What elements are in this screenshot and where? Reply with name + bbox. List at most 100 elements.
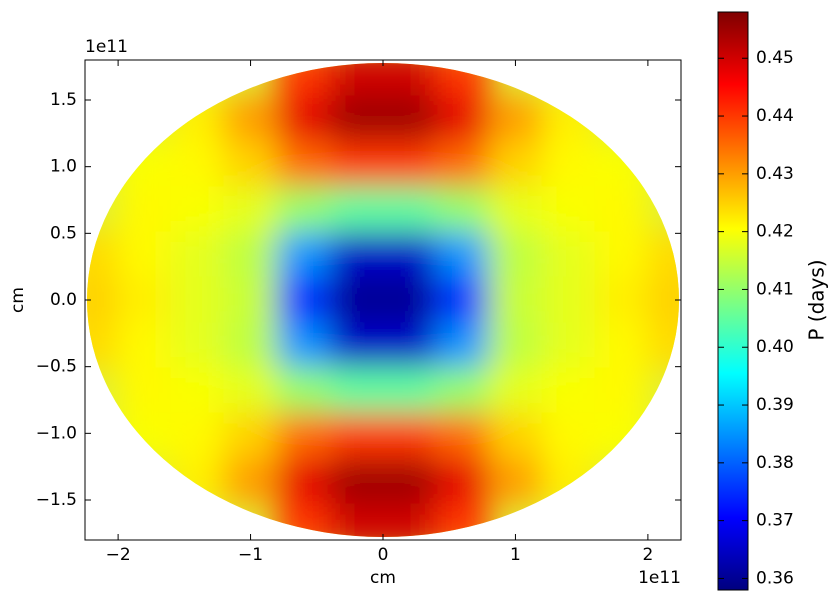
heat-cell (170, 186, 225, 233)
heat-cell (382, 231, 437, 278)
heat-cell (541, 231, 596, 278)
heat-cell (329, 503, 384, 537)
y-axis-label: cm (8, 287, 28, 313)
heat-cell (223, 322, 278, 369)
heat-cell (276, 412, 331, 460)
heat-cell (594, 367, 649, 414)
y-tick-label: 1.5 (50, 90, 77, 110)
y-tick-label: 0.0 (50, 290, 77, 310)
heat-cell (276, 140, 331, 188)
y-tick-label: −0.5 (36, 357, 77, 377)
heat-cell (435, 412, 490, 460)
heat-cell (594, 322, 649, 369)
heat-cell (541, 367, 596, 414)
heat-cell (117, 367, 172, 414)
heat-cell (329, 186, 384, 233)
y-tick-label: −1.5 (36, 490, 77, 510)
heat-cell (276, 63, 331, 97)
heat-cell (170, 412, 225, 460)
heat-cell (117, 412, 172, 460)
colorbar-tick-label: 0.37 (756, 511, 794, 531)
heat-cell (382, 63, 437, 97)
heat-cell (276, 503, 331, 537)
heat-cell (276, 186, 331, 233)
heat-cell (594, 186, 649, 233)
heat-cell (488, 458, 543, 505)
heat-cell (223, 458, 278, 505)
heat-cell (329, 458, 384, 505)
heat-cell (170, 322, 225, 369)
heat-cell (435, 367, 490, 414)
heat-cell (170, 140, 225, 188)
heat-cell (382, 458, 437, 505)
heat-cell (170, 95, 225, 142)
heat-cell (541, 140, 596, 188)
heat-cell (223, 186, 278, 233)
y-tick-label: 1.0 (50, 157, 77, 177)
heat-cell (117, 186, 172, 233)
x-tick-label: −1 (238, 545, 263, 565)
heat-cell (382, 140, 437, 188)
heat-cell (435, 458, 490, 505)
heat-cell (647, 231, 679, 278)
heat-cell (435, 63, 490, 97)
heat-cell (435, 322, 490, 369)
colorbar-tick-label: 0.45 (756, 48, 794, 68)
heat-cell (329, 412, 384, 460)
heat-cell (382, 276, 437, 324)
colorbar-tick-label: 0.44 (756, 106, 794, 126)
heat-cell (382, 322, 437, 369)
y-tick-label: −1.0 (36, 423, 77, 443)
heat-cell (647, 276, 679, 324)
colorbar (717, 11, 749, 591)
colorbar-tick-label: 0.36 (756, 568, 794, 588)
heat-cell (223, 276, 278, 324)
heat-cell (223, 95, 278, 142)
heat-cell (329, 63, 384, 97)
x-tick-label: 2 (642, 545, 653, 565)
heat-cell (541, 412, 596, 460)
heat-cell (170, 276, 225, 324)
heat-cell (435, 503, 490, 537)
heat-cell (541, 276, 596, 324)
x-tick-label: −2 (106, 545, 131, 565)
heat-cell (541, 322, 596, 369)
heat-cell (647, 322, 679, 369)
x-tick-label: 0 (378, 545, 389, 565)
colorbar-label: P (days) (805, 259, 829, 340)
heat-cell (488, 95, 543, 142)
heat-cell (329, 322, 384, 369)
colorbar-tick-label: 0.40 (756, 337, 794, 357)
heat-cell (276, 322, 331, 369)
heat-cell (170, 367, 225, 414)
y-tick-label: 0.5 (50, 223, 77, 243)
heat-cell (488, 276, 543, 324)
heat-cell (541, 458, 596, 505)
field (87, 63, 679, 537)
heat-cell (435, 231, 490, 278)
heat-cell (541, 186, 596, 233)
heat-cell (382, 412, 437, 460)
colorbar-tick-label: 0.43 (756, 164, 794, 184)
heat-cell (435, 276, 490, 324)
heat-cell (276, 231, 331, 278)
heat-cell (435, 186, 490, 233)
heat-cell (170, 231, 225, 278)
heat-cell (117, 276, 172, 324)
colorbar-tick-label: 0.39 (756, 395, 794, 415)
heat-cell (382, 503, 437, 537)
y-offset-label: 1e11 (85, 37, 128, 57)
heat-cell (117, 231, 172, 278)
heat-cell (435, 95, 490, 142)
heat-cell (276, 276, 331, 324)
heat-cell (223, 367, 278, 414)
heat-cell (488, 231, 543, 278)
heat-cell (594, 412, 649, 460)
heat-cell (117, 140, 172, 188)
heat-cell (276, 367, 331, 414)
heat-cell (329, 231, 384, 278)
heat-cell (87, 276, 119, 324)
heat-cell (276, 95, 331, 142)
colorbar-tick-label: 0.41 (756, 279, 794, 299)
x-offset-label: 1e11 (638, 568, 681, 588)
